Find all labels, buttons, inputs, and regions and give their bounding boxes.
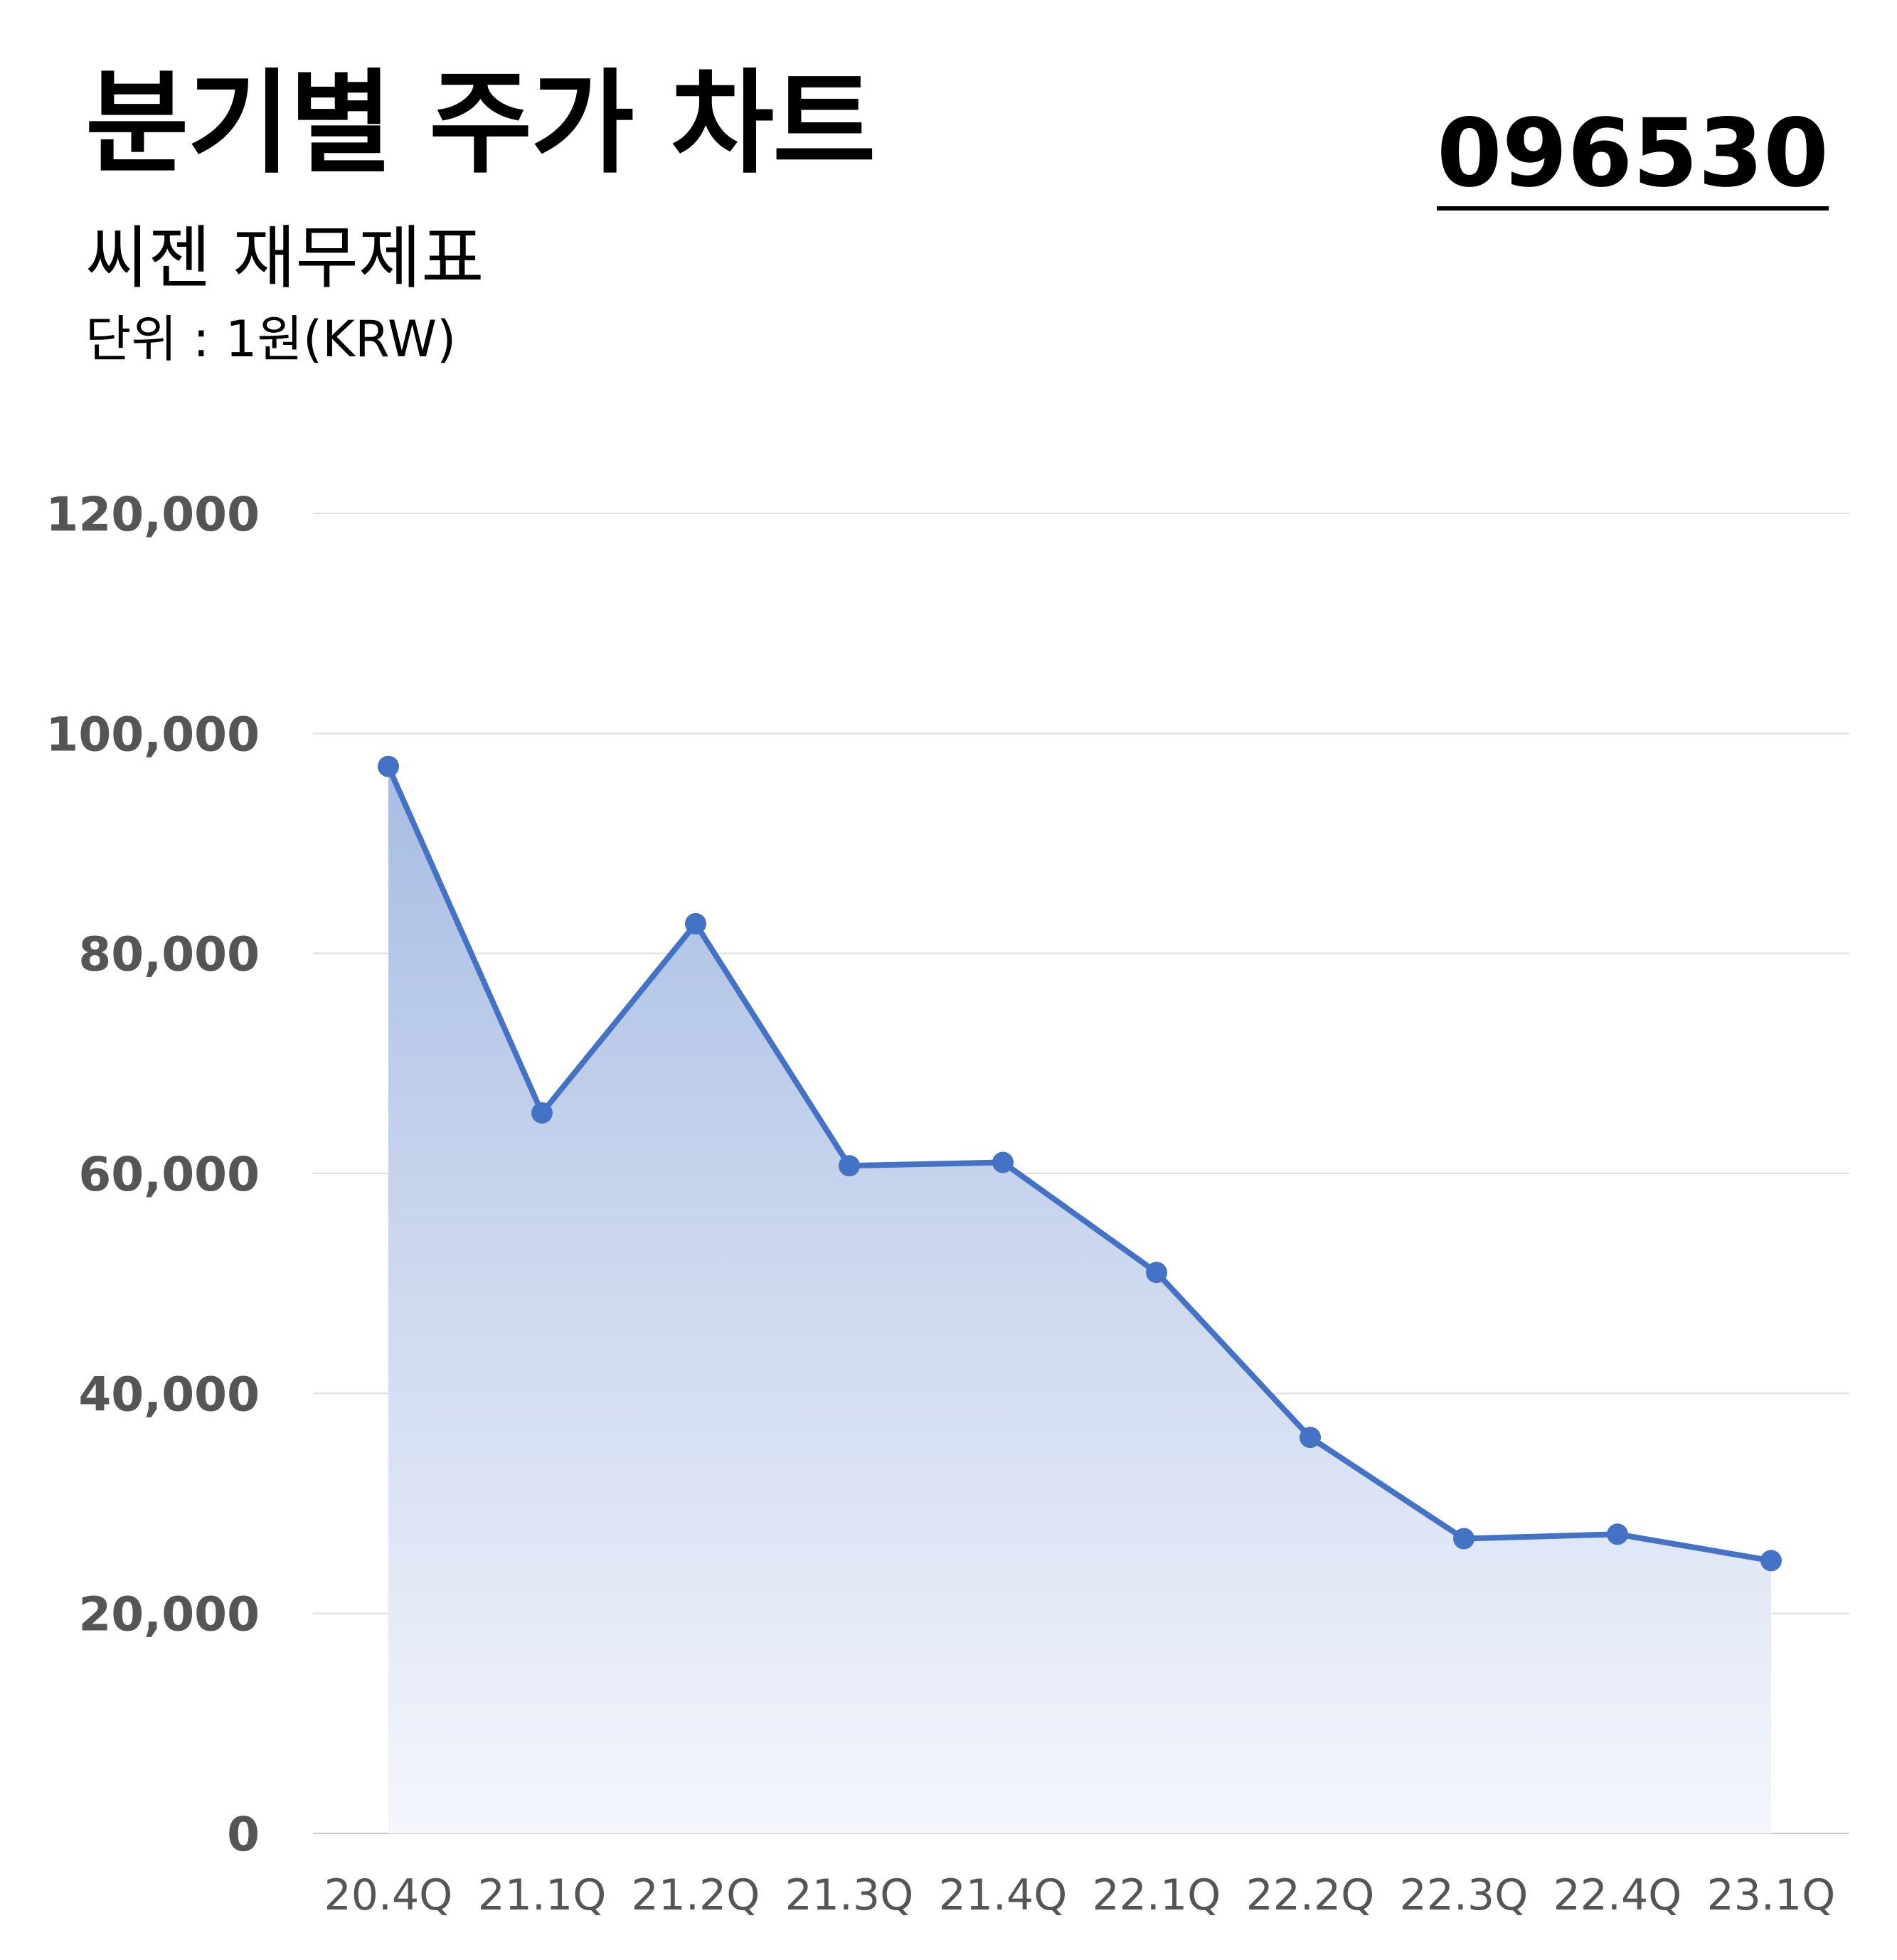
unit-label: 단위 : 1원(KRW) (85, 310, 457, 368)
data-point (992, 1151, 1014, 1173)
y-tick-label: 100,000 (46, 707, 260, 762)
series-line (386, 765, 1772, 1564)
x-tick-label: 21.4Q (939, 1870, 1068, 1920)
data-point (839, 1155, 860, 1177)
y-tick-label: 120,000 (46, 487, 260, 542)
data-point (378, 755, 399, 777)
data-point (685, 912, 706, 934)
page-title: 분기별 주가 차트 (85, 58, 876, 189)
y-tick-label: 0 (227, 1807, 260, 1862)
y-tick-label: 40,000 (78, 1367, 260, 1422)
area-fill (388, 766, 1771, 1833)
x-tick-label: 22.3Q (1400, 1870, 1529, 1920)
data-point (1607, 1523, 1628, 1545)
y-axis-ticks: 0 20,000 40,000 60,000 80,000 100,000 120,000 (46, 487, 260, 1862)
y-tick-label: 20,000 (78, 1587, 260, 1642)
x-tick-label: 21.1Q (478, 1870, 607, 1920)
x-tick-label: 23.1Q (1707, 1870, 1836, 1920)
chart-subtitle: 씨젠 재무제표 (85, 218, 484, 298)
data-points (378, 755, 1782, 1572)
x-tick-label: 20.4Q (324, 1870, 453, 1920)
x-tick-label: 22.2Q (1246, 1870, 1375, 1920)
data-point (1300, 1427, 1321, 1449)
x-tick-label: 21.3Q (785, 1870, 914, 1920)
ticker-code: 096530 (1436, 107, 1829, 211)
x-tick-label: 21.2Q (632, 1870, 760, 1920)
y-tick-label: 80,000 (78, 927, 260, 982)
x-axis-ticks: 20.4Q 21.1Q 21.2Q 21.3Q 21.4Q 22.1Q 22.2Q 22.3Q… (324, 1870, 1836, 1920)
data-point (1146, 1262, 1167, 1284)
data-point (531, 1102, 553, 1124)
x-tick-label: 22.4Q (1553, 1870, 1682, 1920)
data-point (1760, 1550, 1782, 1572)
data-point (1453, 1528, 1474, 1550)
x-tick-label: 22.1Q (1093, 1870, 1221, 1920)
y-tick-label: 60,000 (78, 1147, 260, 1202)
